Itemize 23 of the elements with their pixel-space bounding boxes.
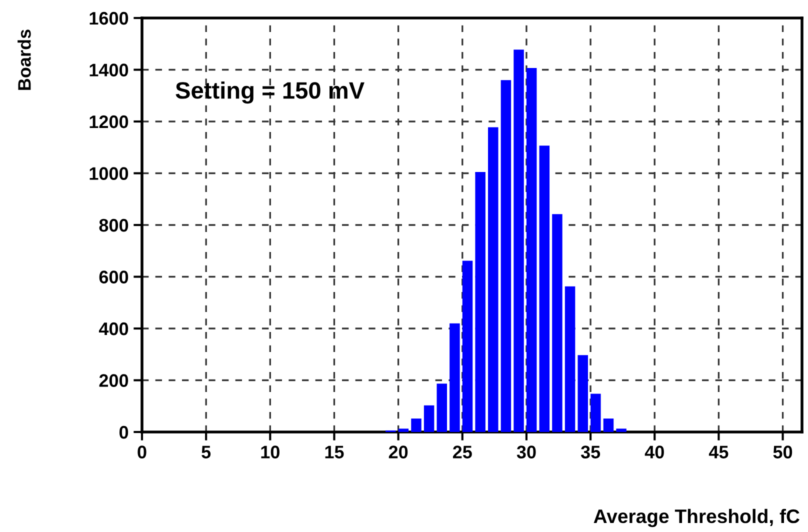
y-tick-label: 1400 xyxy=(90,64,128,76)
y-axis-title: Boards xyxy=(18,30,31,90)
y-tick-label: 200 xyxy=(99,374,128,387)
y-tick-label: 600 xyxy=(99,270,128,284)
x-tick-label: 50 xyxy=(773,446,792,458)
y-tick-label: 0 xyxy=(119,426,128,439)
x-tick-label: 25 xyxy=(452,446,472,458)
x-tick-label: 40 xyxy=(644,446,664,458)
y-tick-label: 1200 xyxy=(90,115,128,128)
x-tick-label: 0 xyxy=(138,446,146,458)
y-tick-label: 800 xyxy=(99,218,128,232)
x-tick-label: 15 xyxy=(325,446,344,458)
annotation: Setting = 150 mV xyxy=(176,81,364,104)
y-tick-label: 400 xyxy=(98,322,128,336)
x-tick-label: 30 xyxy=(516,446,536,458)
x-tick-label: 45 xyxy=(708,446,728,458)
x-tick-label: 35 xyxy=(580,446,600,458)
y-tick-label: 1600 xyxy=(90,12,128,25)
y-tick-label: 1000 xyxy=(90,167,128,180)
x-tick-label: 10 xyxy=(261,446,280,458)
x-tick-label: 20 xyxy=(388,446,408,458)
x-axis-title: Average Threshold, fC xyxy=(594,508,800,528)
x-tick-label: 5 xyxy=(202,446,211,458)
